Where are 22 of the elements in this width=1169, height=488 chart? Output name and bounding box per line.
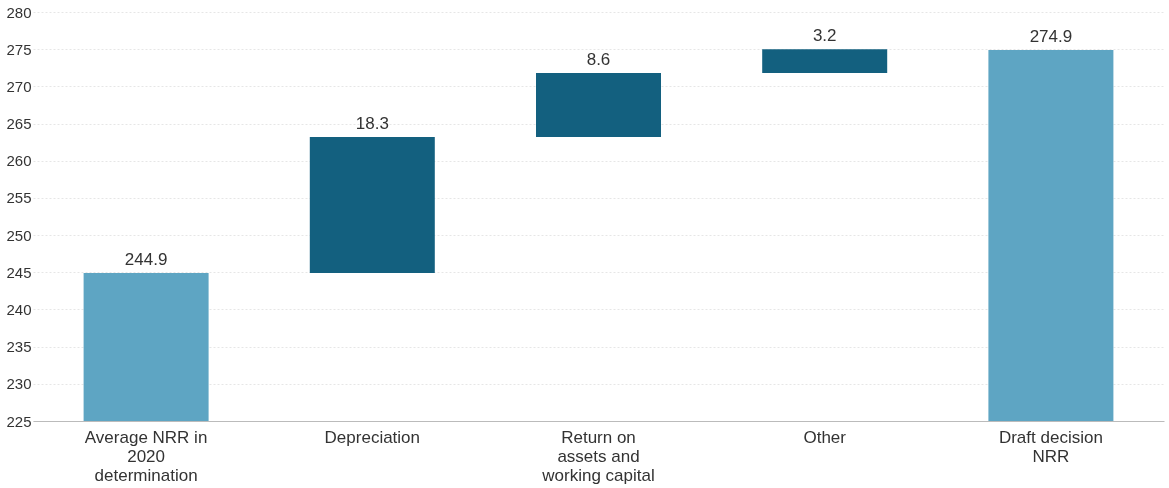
y-tick-label: 225 (6, 412, 32, 430)
data-label: 274.9 (1029, 26, 1073, 46)
y-tick-label: 250 (6, 226, 32, 244)
y-tick-label: 255 (6, 189, 32, 207)
data-label: 8.6 (586, 49, 611, 69)
y-tick-label: 240 (6, 300, 32, 318)
data-label: 3.2 (812, 26, 837, 46)
y-tick-label: 275 (6, 40, 32, 58)
y-tick-label: 270 (6, 77, 32, 95)
y-tick-label: 280 (6, 3, 32, 21)
data-label: 244.9 (124, 250, 168, 270)
x-tick-label: Other (803, 427, 847, 447)
x-tick-label: Draft decision NRR (998, 427, 1103, 466)
x-tick-label: Average NRR in 2020 determination (84, 427, 208, 485)
y-tick-label: 260 (6, 152, 32, 170)
y-tick-label: 235 (6, 338, 32, 356)
y-tick-label: 245 (6, 263, 32, 281)
y-tick-label: 265 (6, 115, 32, 133)
x-tick-label: Depreciation (324, 427, 421, 447)
data-label: 18.3 (355, 113, 389, 133)
y-tick-label: 230 (6, 375, 32, 393)
x-tick-label: Return on assets and working capital (541, 427, 655, 485)
